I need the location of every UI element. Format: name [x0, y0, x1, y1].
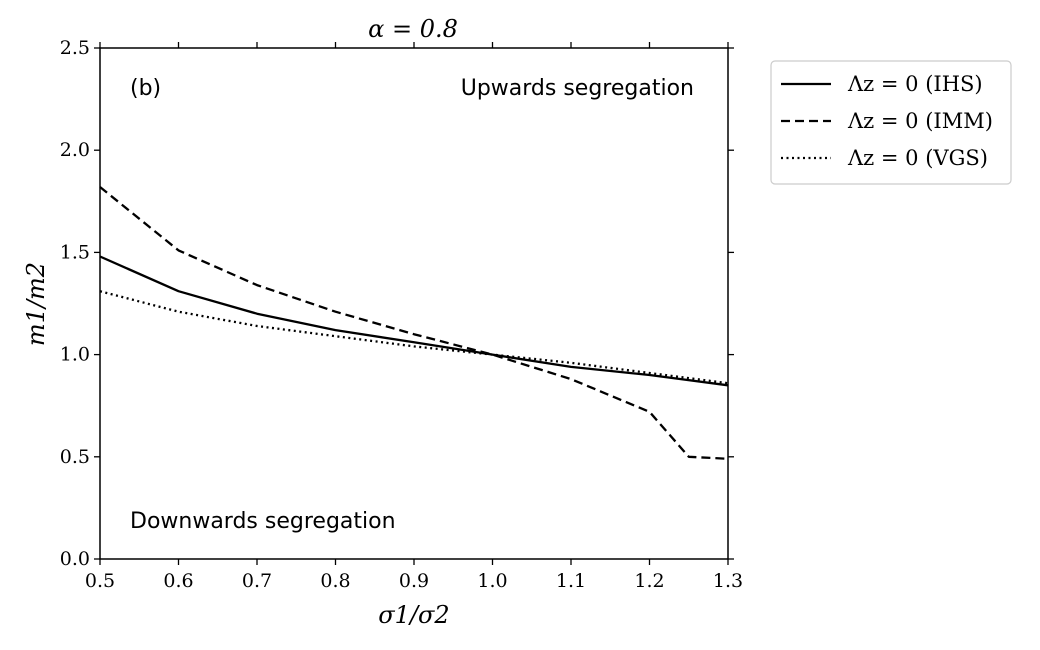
y-tick-label: 0.0	[60, 548, 90, 570]
x-tick-label: 0.9	[399, 570, 429, 592]
legend: Λz = 0 (IHS) Λz = 0 (IMM) Λz = 0 (VGS)	[770, 60, 1012, 185]
annotation-downwards-segregation: Downwards segregation	[130, 509, 396, 534]
y-tick-label: 2.5	[60, 37, 90, 59]
y-tick-label: 1.0	[60, 344, 90, 366]
x-tick-label: 1.2	[634, 570, 664, 592]
y-tick-label: 0.5	[60, 446, 90, 468]
x-tick-label: 1.3	[713, 570, 743, 592]
chart-title: α = 0.8	[368, 15, 458, 43]
panel-label: (b)	[130, 76, 161, 101]
series-line-dotted	[99, 290, 729, 385]
series-line-dashed	[99, 186, 729, 460]
legend-label: Λz = 0 (IMM)	[847, 109, 993, 133]
x-tick-label: 1.0	[477, 570, 507, 592]
x-axis-label: σ1/σ2	[378, 601, 449, 629]
y-tick-label: 2.0	[60, 139, 90, 161]
x-tick-label: 1.1	[556, 570, 586, 592]
series-line-solid	[99, 255, 729, 387]
x-tick-label: 0.6	[163, 570, 193, 592]
x-tick-label: 0.7	[242, 570, 272, 592]
series-lines	[99, 186, 729, 460]
x-tick-label: 0.8	[320, 570, 350, 592]
plot-area-frame	[99, 47, 729, 560]
legend-label: Λz = 0 (IHS)	[847, 72, 983, 96]
annotation-upwards-segregation: Upwards segregation	[461, 76, 694, 101]
y-tick-label: 1.5	[60, 241, 90, 263]
axis-ticks: 0.5 0.6 0.7 0.8 0.9 1.0 1.1 1.2 1.30.00.51.01.52…	[60, 37, 743, 592]
legend-frame	[770, 60, 1012, 185]
legend-label: Λz = 0 (VGS)	[847, 146, 988, 170]
x-tick-label: 0.5	[85, 570, 115, 592]
y-axis-label: m1/m2	[22, 262, 50, 346]
